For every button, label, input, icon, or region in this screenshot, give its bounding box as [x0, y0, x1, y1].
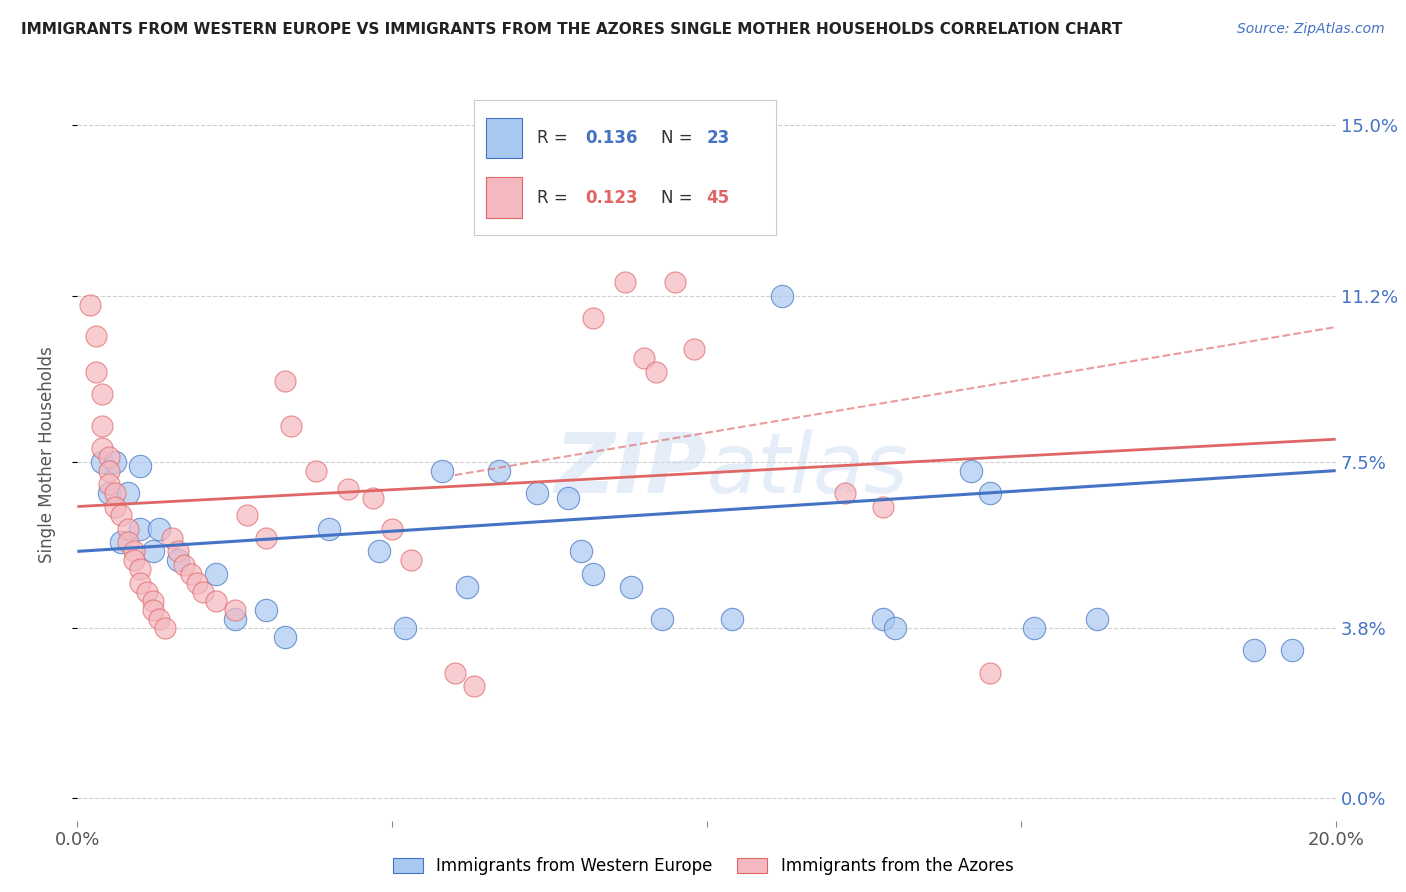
- Point: [148, 612, 170, 626]
- Point: [236, 508, 259, 523]
- Point: [381, 522, 404, 536]
- Point: [872, 612, 894, 626]
- Point: [84, 365, 107, 379]
- Legend: Immigrants from Western Europe, Immigrants from the Azores: Immigrants from Western Europe, Immigran…: [385, 851, 1021, 882]
- Point: [1243, 643, 1265, 657]
- Point: [979, 486, 1001, 500]
- Point: [959, 464, 981, 478]
- Point: [110, 535, 132, 549]
- Point: [117, 522, 139, 536]
- Point: [129, 459, 152, 474]
- Point: [91, 455, 114, 469]
- Point: [224, 603, 246, 617]
- Point: [651, 612, 673, 626]
- Point: [91, 418, 114, 433]
- Point: [305, 464, 328, 478]
- Point: [557, 491, 579, 505]
- Point: [204, 566, 226, 581]
- Point: [463, 679, 485, 693]
- Point: [664, 275, 686, 289]
- Point: [526, 486, 548, 500]
- Y-axis label: Single Mother Households: Single Mother Households: [38, 347, 56, 563]
- Point: [633, 351, 655, 366]
- Point: [538, 217, 561, 231]
- Point: [224, 612, 246, 626]
- Point: [91, 387, 114, 401]
- Point: [1085, 612, 1108, 626]
- Point: [368, 544, 391, 558]
- Point: [97, 450, 120, 465]
- Point: [683, 343, 706, 357]
- Point: [254, 603, 277, 617]
- Point: [884, 621, 907, 635]
- Point: [834, 486, 856, 500]
- Point: [129, 562, 152, 576]
- Point: [167, 553, 190, 567]
- Point: [488, 464, 510, 478]
- Point: [645, 365, 668, 379]
- Point: [600, 208, 623, 222]
- Point: [79, 297, 101, 311]
- Text: atlas: atlas: [707, 429, 908, 510]
- Point: [770, 288, 793, 302]
- Point: [167, 544, 190, 558]
- Point: [254, 531, 277, 545]
- Point: [173, 558, 195, 572]
- Point: [186, 575, 208, 590]
- Point: [160, 531, 183, 545]
- Point: [280, 418, 302, 433]
- Point: [979, 665, 1001, 680]
- Point: [104, 455, 127, 469]
- Point: [582, 311, 605, 326]
- Point: [582, 566, 605, 581]
- Point: [142, 603, 165, 617]
- Point: [104, 500, 127, 514]
- Point: [456, 580, 478, 594]
- Point: [432, 464, 454, 478]
- Point: [1281, 643, 1303, 657]
- Point: [318, 522, 340, 536]
- Point: [97, 464, 120, 478]
- Point: [204, 593, 226, 607]
- Point: [148, 522, 170, 536]
- Point: [274, 374, 297, 388]
- Point: [613, 275, 636, 289]
- Point: [97, 477, 120, 491]
- Point: [399, 553, 422, 567]
- Point: [135, 584, 157, 599]
- Point: [117, 486, 139, 500]
- Point: [91, 441, 114, 455]
- Point: [129, 575, 152, 590]
- Point: [191, 584, 215, 599]
- Point: [122, 553, 145, 567]
- Point: [394, 621, 416, 635]
- Point: [620, 580, 643, 594]
- Point: [110, 508, 132, 523]
- Point: [129, 522, 152, 536]
- Point: [361, 491, 384, 505]
- Point: [142, 593, 165, 607]
- Point: [336, 482, 359, 496]
- Point: [1022, 621, 1045, 635]
- Point: [142, 544, 165, 558]
- Point: [569, 544, 592, 558]
- Point: [84, 329, 107, 343]
- Point: [872, 500, 894, 514]
- Text: IMMIGRANTS FROM WESTERN EUROPE VS IMMIGRANTS FROM THE AZORES SINGLE MOTHER HOUSE: IMMIGRANTS FROM WESTERN EUROPE VS IMMIGR…: [21, 22, 1122, 37]
- Point: [104, 486, 127, 500]
- Point: [122, 544, 145, 558]
- Point: [274, 630, 297, 644]
- Point: [97, 486, 120, 500]
- Point: [444, 665, 467, 680]
- Text: ZIP: ZIP: [554, 429, 707, 510]
- Point: [720, 612, 742, 626]
- Point: [117, 535, 139, 549]
- Point: [180, 566, 202, 581]
- Text: Source: ZipAtlas.com: Source: ZipAtlas.com: [1237, 22, 1385, 37]
- Point: [155, 621, 177, 635]
